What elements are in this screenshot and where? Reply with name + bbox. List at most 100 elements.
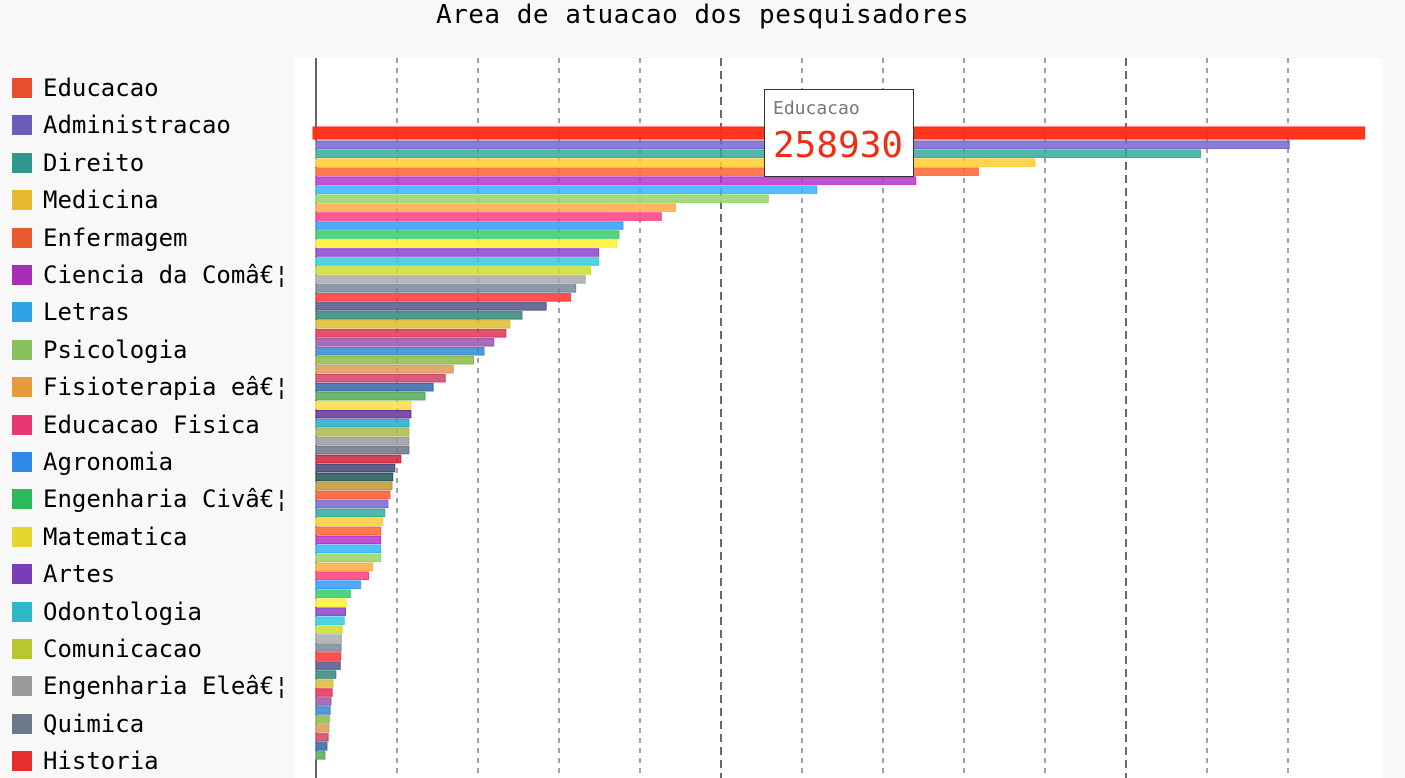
tooltip-label: Educacao — [773, 98, 860, 119]
legend-swatch — [12, 339, 32, 360]
bar — [315, 544, 382, 554]
bar — [315, 176, 917, 185]
bar — [315, 302, 547, 311]
bar — [315, 508, 386, 518]
legend-item[interactable]: Artes — [12, 559, 115, 589]
bar — [315, 400, 412, 410]
bar — [315, 751, 326, 760]
legend-label: Ciencia da Comâ€¦ — [43, 261, 289, 289]
bar — [315, 257, 600, 266]
legend-item[interactable]: Quimica — [12, 709, 144, 739]
legend-label: Quimica — [43, 709, 145, 738]
bar — [315, 454, 402, 464]
bar — [315, 275, 586, 284]
bar — [315, 571, 369, 581]
bar — [315, 634, 342, 643]
legend-item[interactable]: Educacao — [12, 73, 159, 103]
legend-item[interactable]: Engenharia Civâ€¦ — [12, 484, 289, 514]
legend-swatch — [12, 78, 32, 98]
legend-swatch — [12, 377, 32, 398]
bar — [315, 697, 332, 706]
bar — [315, 409, 412, 419]
bar — [315, 688, 333, 697]
bar — [315, 382, 434, 392]
bar — [315, 347, 485, 356]
bar — [315, 616, 345, 625]
legend-item[interactable]: Fisioterapia eâ€¦ — [12, 372, 289, 402]
bar — [315, 364, 454, 374]
bar — [315, 706, 331, 715]
legend-swatch — [12, 751, 32, 772]
legend-item[interactable]: Psicologia — [12, 335, 188, 365]
bar — [315, 149, 1201, 158]
legend-item[interactable]: Odontologia — [12, 597, 202, 627]
bar — [315, 490, 391, 500]
legend-item[interactable]: Agronomia — [12, 447, 173, 477]
bar — [315, 311, 523, 320]
legend-swatch — [12, 227, 32, 248]
bar — [315, 284, 577, 293]
legend-label: Psicologia — [43, 335, 188, 364]
legend-swatch — [12, 564, 32, 585]
legend-item[interactable]: Enfermagem — [12, 223, 188, 253]
bar — [315, 589, 351, 598]
legend-swatch — [12, 639, 32, 659]
bar — [315, 167, 979, 176]
bar — [315, 212, 662, 221]
legend-swatch — [12, 713, 32, 734]
bar — [315, 562, 374, 572]
bar — [315, 670, 337, 679]
legend-item[interactable]: Educacao Fisica — [12, 410, 260, 440]
legend-label: Comunicacao — [43, 635, 202, 663]
legend-item[interactable]: Comunicacao — [12, 634, 202, 664]
bar — [315, 391, 426, 401]
legend-item[interactable]: Letras — [12, 297, 130, 327]
legend-item[interactable]: Administracao — [12, 110, 231, 140]
bar — [315, 239, 618, 248]
legend-item[interactable]: Direito — [12, 148, 144, 178]
bar — [315, 356, 474, 365]
bar — [315, 230, 620, 239]
bar — [315, 338, 495, 347]
legend-item[interactable]: Medicina — [12, 185, 159, 215]
bar — [315, 445, 410, 455]
legend-label: Administracao — [43, 111, 231, 140]
legend-label: Odontologia — [43, 597, 202, 626]
legend-item[interactable]: Matematica — [12, 522, 188, 552]
legend-swatch — [12, 526, 32, 547]
chart-title: Area de atuacao dos pesquisadores — [435, 0, 970, 30]
bar — [315, 329, 507, 338]
bar — [315, 526, 382, 536]
legend-label: Engenharia Eleâ€¦ — [43, 672, 289, 701]
legend-swatch — [12, 676, 32, 697]
bar — [315, 661, 341, 670]
bar — [315, 742, 328, 751]
legend-swatch — [12, 414, 32, 435]
bar — [315, 535, 382, 545]
legend-item[interactable]: Engenharia Eleâ€¦ — [12, 671, 289, 701]
bar — [315, 625, 343, 634]
bar — [315, 266, 592, 275]
legend-label: Engenharia Civâ€¦ — [43, 485, 289, 514]
legend-label: Educacao — [43, 74, 159, 102]
bar — [315, 580, 361, 589]
legend-item[interactable]: Ciencia da Comâ€¦ — [12, 260, 289, 290]
legend-label: Letras — [43, 298, 130, 327]
legend-swatch — [12, 265, 32, 285]
bar — [315, 679, 334, 688]
bar — [315, 598, 347, 607]
legend-label: Educacao Fisica — [43, 410, 260, 439]
bar — [315, 553, 382, 563]
tooltip-value: 258930 — [773, 125, 904, 166]
legend-swatch — [12, 152, 32, 173]
legend-item[interactable]: Historia — [12, 746, 159, 776]
bar — [315, 607, 346, 616]
legend-label: Agronomia — [43, 448, 174, 476]
legend-swatch — [12, 302, 32, 323]
legend-swatch — [12, 190, 32, 211]
bar — [315, 320, 511, 329]
bar — [315, 652, 342, 661]
legend-label: Fisioterapia eâ€¦ — [43, 373, 289, 402]
bar — [315, 463, 396, 473]
bar — [315, 643, 342, 652]
